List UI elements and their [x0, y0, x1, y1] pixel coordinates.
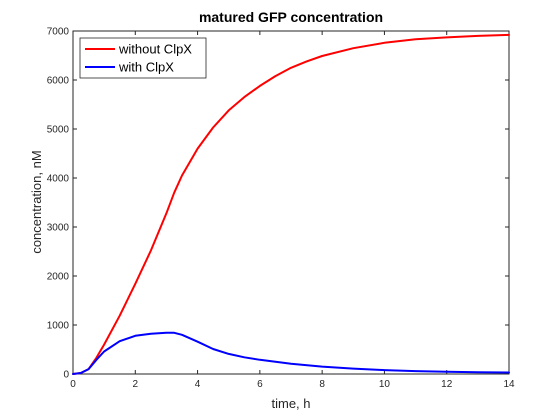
plot-area: [72, 30, 510, 375]
chart-title: matured GFP concentration: [199, 9, 383, 25]
legend: without ClpX with ClpX: [79, 37, 207, 79]
series-line-with-clpx: [72, 331, 510, 375]
x-tick-label: 12: [441, 379, 453, 390]
series-line-without-clpx: [72, 33, 510, 375]
x-tick-label: 6: [257, 379, 263, 390]
legend-label-with-clpx: with ClpX: [118, 60, 174, 75]
y-tick-label: 7000: [47, 27, 70, 38]
y-tick-label: 1000: [47, 321, 70, 332]
x-tick-label: 10: [379, 379, 391, 390]
y-tick-label: 0: [63, 370, 69, 381]
y-tick-label: 5000: [47, 125, 70, 136]
y-tick-label: 4000: [47, 174, 70, 185]
x-tick-label: 0: [70, 379, 76, 390]
y-tick-label: 3000: [47, 223, 70, 234]
legend-label-without-clpx: without ClpX: [118, 42, 192, 57]
x-tick-label: 2: [133, 379, 139, 390]
x-axis-label: time, h: [271, 396, 310, 411]
x-tick-label: 14: [503, 379, 515, 390]
y-axis: 0 1000 2000 3000 4000 5000 6000 7000: [47, 27, 509, 381]
y-tick-label: 2000: [47, 272, 70, 283]
x-tick-label: 8: [319, 379, 325, 390]
legend-box: [79, 37, 207, 79]
y-axis-label: concentration, nM: [29, 150, 44, 253]
x-tick-label: 4: [195, 379, 201, 390]
series-lines: [72, 33, 510, 375]
x-axis: 0 2 4 6 8 10 12 14: [70, 31, 515, 390]
y-tick-label: 6000: [47, 76, 70, 87]
